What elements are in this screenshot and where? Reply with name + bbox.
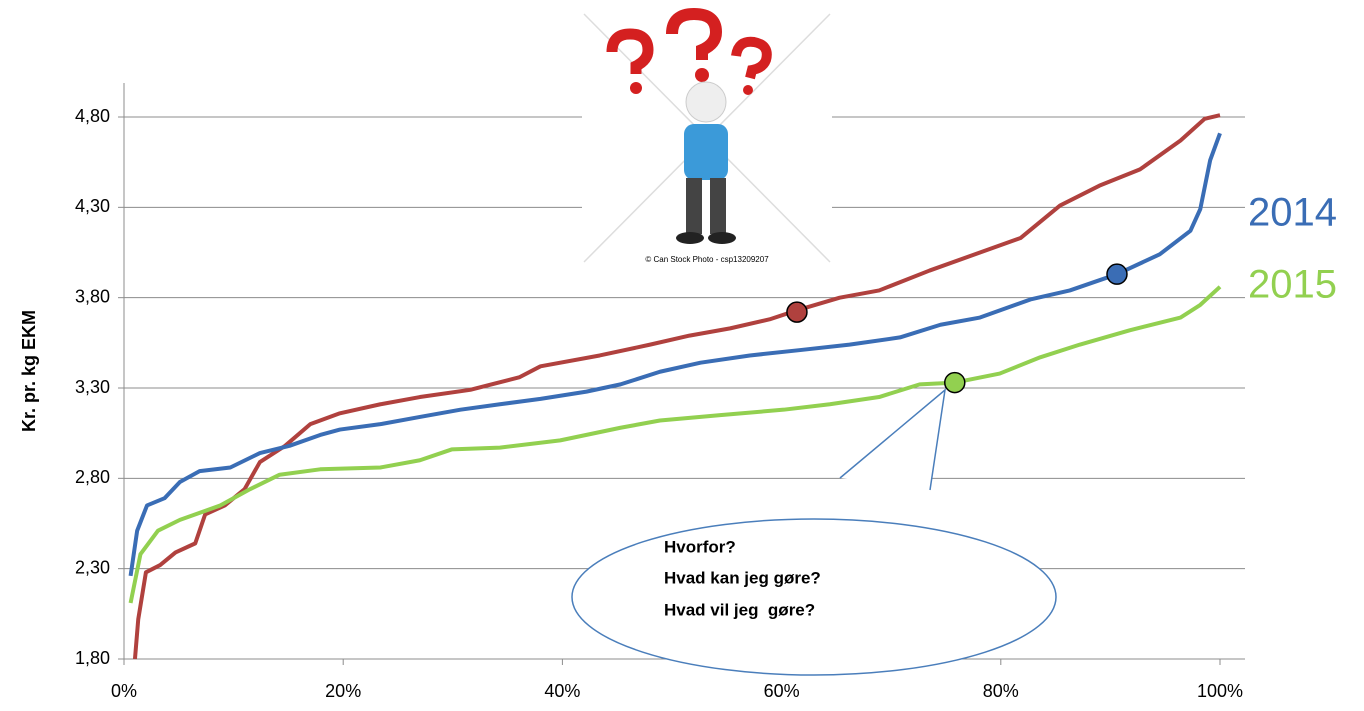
question-dot	[630, 82, 642, 94]
clipart: © Can Stock Photo - csp13209207	[582, 7, 832, 268]
callout-text: Hvad vil jeg gøre?	[664, 600, 815, 619]
x-tick-label: 80%	[983, 681, 1019, 701]
series-line	[128, 285, 1222, 604]
y-tick-label: 3,30	[75, 377, 110, 397]
highlight-point	[786, 301, 808, 323]
question-mark	[606, 28, 654, 74]
highlight-point	[944, 371, 966, 394]
y-tick-label: 4,80	[75, 106, 110, 126]
question-dot	[695, 68, 709, 82]
y-tick-label: 3,80	[75, 286, 110, 306]
figure-shirt	[684, 124, 728, 180]
x-tick-label: 100%	[1197, 681, 1243, 701]
question-mark	[666, 7, 723, 60]
figure-leg	[686, 178, 702, 234]
y-axis-label: Kr. pr. kg EKM	[19, 310, 39, 432]
image-caption: © Can Stock Photo - csp13209207	[645, 255, 769, 264]
x-tick-label: 40%	[544, 681, 580, 701]
figure-shoe	[676, 232, 704, 244]
x-tick-label: 0%	[111, 681, 137, 701]
y-tick-label: 1,80	[75, 648, 110, 668]
callout-pointer	[839, 388, 947, 491]
figure-shoe	[708, 232, 736, 244]
series-line	[132, 113, 1221, 660]
series-line	[128, 132, 1222, 577]
y-tick-label: 2,30	[75, 557, 110, 577]
figure-leg	[710, 178, 726, 234]
legend-label: 2015	[1248, 263, 1337, 307]
y-tick-label: 2,80	[75, 467, 110, 487]
legend-label: 2014	[1248, 191, 1337, 235]
highlight-point	[1106, 263, 1128, 285]
callout-bubble	[571, 518, 1057, 676]
callout-text: Hvorfor?	[664, 537, 736, 556]
figure-head	[685, 81, 727, 123]
x-tick-label: 20%	[325, 681, 361, 701]
x-tick-label: 60%	[764, 681, 800, 701]
question-mark	[731, 36, 772, 80]
callout-text: Hvad kan jeg gøre?	[664, 568, 821, 587]
question-dot	[743, 85, 753, 95]
y-tick-label: 4,30	[75, 196, 110, 216]
